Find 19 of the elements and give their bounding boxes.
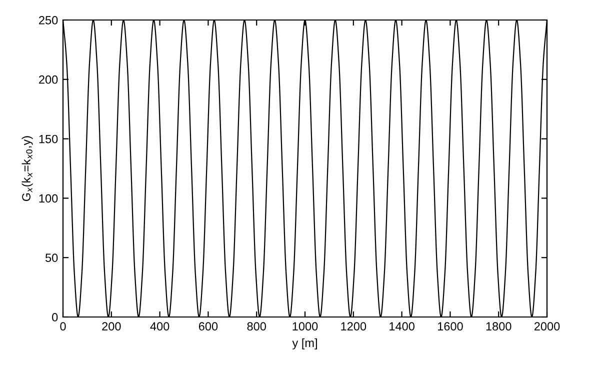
x-tick-label: 1000 <box>292 322 318 331</box>
y-tick-label: 200 <box>39 75 58 84</box>
y-tick-label: 250 <box>39 16 58 24</box>
y-tick-label: 150 <box>39 134 58 144</box>
x-axis-title: y [m] <box>292 338 317 350</box>
x-tick-label: 1800 <box>486 322 512 331</box>
x-tick-label: 400 <box>150 322 170 331</box>
x-tick-label: 1600 <box>438 322 463 331</box>
x-tick-label: 800 <box>247 322 266 331</box>
x-tick-label: 200 <box>102 322 121 331</box>
x-tick-label: 1200 <box>341 322 366 331</box>
y-tick-label: 0 <box>52 313 58 322</box>
x-tick-label: 2000 <box>534 322 560 331</box>
y-axis-title: G$_{x}$(k$_{x}$=k$_{x0}$,y) <box>22 136 33 202</box>
x-tick-label: 600 <box>198 322 218 331</box>
y-tick-label: 100 <box>39 194 58 203</box>
x-tick-label: 1400 <box>390 322 414 331</box>
y-tick-label: 50 <box>45 254 58 262</box>
x-tick-label: 0 <box>60 322 66 331</box>
